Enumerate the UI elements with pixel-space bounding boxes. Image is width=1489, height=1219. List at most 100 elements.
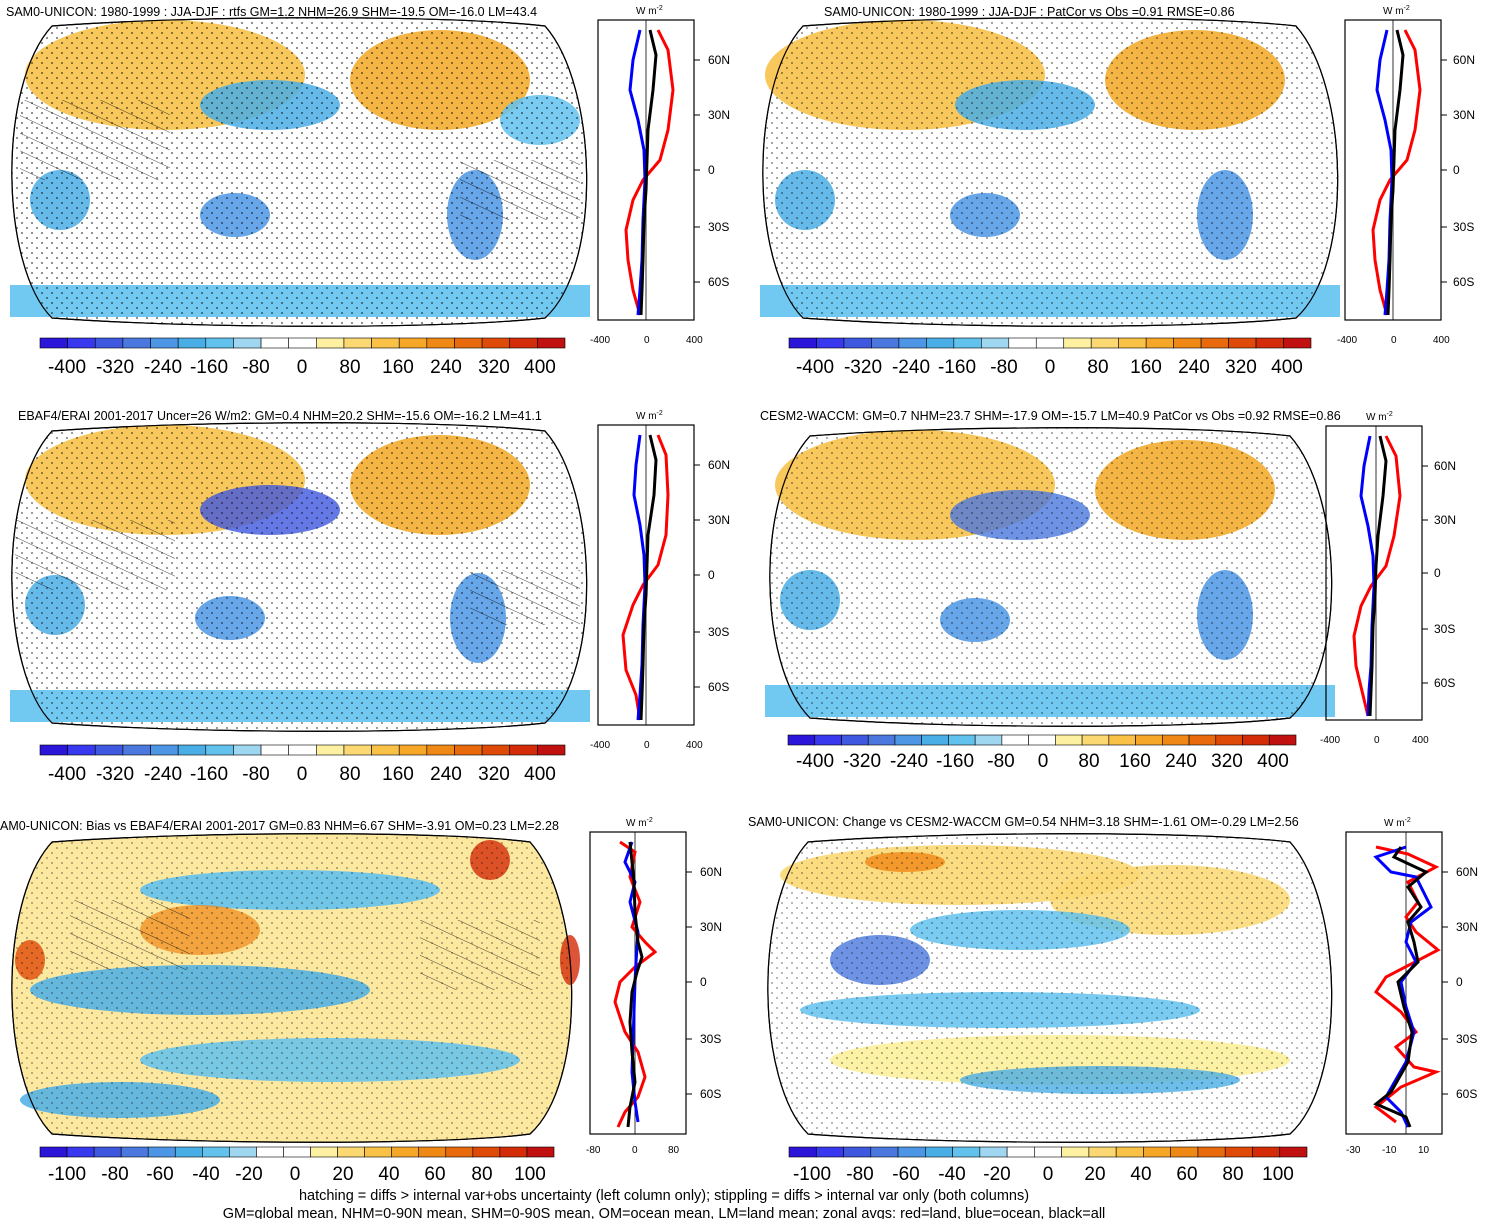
colorbar-label: -40 xyxy=(192,1164,219,1185)
panel-e: AM0-UNICON: Bias vs EBAF4/ERAI 2001-2017… xyxy=(0,817,722,1185)
colorbar-swatch xyxy=(814,734,842,746)
colorbar-swatch xyxy=(898,337,927,349)
colorbar-swatch xyxy=(260,337,289,349)
map-border xyxy=(11,833,573,1143)
colorbar-swatch xyxy=(454,337,483,349)
colorbar-label: -80 xyxy=(101,1164,128,1185)
map-f xyxy=(767,833,1333,1143)
lat-label: 60N xyxy=(708,53,730,67)
map-border xyxy=(767,833,1333,1143)
lat-label: 0 xyxy=(708,568,715,582)
colorbar-swatch xyxy=(371,337,400,349)
panel-d: CESM2-WACCM: GM=0.7 NHM=23.7 SHM=-17.9 O… xyxy=(760,409,1456,772)
colorbar-swatch xyxy=(177,337,207,349)
lat-label: 60N xyxy=(700,865,722,879)
colorbar-swatch xyxy=(843,337,872,349)
zonal-tick-mid: 0 xyxy=(644,335,650,346)
colorbar-swatch xyxy=(871,337,900,349)
colorbar-label: -400 xyxy=(48,764,86,785)
zonal-tick-mid: 0 xyxy=(1374,735,1380,746)
colorbar-swatch xyxy=(1135,734,1163,746)
colorbar-label: 160 xyxy=(1119,751,1151,772)
colorbar-swatch xyxy=(418,1146,447,1158)
units-label: W m-2 xyxy=(1384,817,1411,829)
colorbar-swatch xyxy=(841,734,869,746)
zonal-tick-left: -400 xyxy=(590,740,610,751)
colorbar-swatch xyxy=(1197,1146,1226,1158)
zonal-tick-mid: 0 xyxy=(644,740,650,751)
colorbar-swatch xyxy=(981,337,1010,349)
colorbar-swatch xyxy=(1001,734,1029,746)
lat-label: 0 xyxy=(700,975,707,989)
panel-title: SAM0-UNICON: Change vs CESM2-WACCM GM=0.… xyxy=(748,815,1299,829)
zonal-line-land xyxy=(1373,845,1441,1124)
colorbar-swatch xyxy=(974,734,1003,746)
colorbar-swatch xyxy=(948,734,976,746)
colorbar-swatch xyxy=(843,1146,872,1158)
colorbar-swatch xyxy=(364,1146,392,1158)
colorbar-swatch xyxy=(953,337,982,349)
colorbar-swatch xyxy=(205,337,234,349)
colorbar-label: 0 xyxy=(290,1164,301,1185)
map-border xyxy=(11,17,588,327)
colorbar-label: 40 xyxy=(1130,1164,1151,1185)
colorbar-label: -160 xyxy=(936,751,974,772)
zonal-tick-right: 400 xyxy=(686,740,703,751)
colorbar-label: -20 xyxy=(235,1164,262,1185)
colorbar-swatch xyxy=(867,734,896,746)
zonal-line-land xyxy=(1371,29,1422,316)
colorbar-swatch xyxy=(926,337,955,349)
colorbar-label: 240 xyxy=(1178,357,1210,378)
lat-label: 60S xyxy=(1453,275,1474,289)
colorbar-swatch xyxy=(454,744,483,756)
lat-ticks: 60N 30N 0 30S 60S xyxy=(686,865,722,1101)
colorbar-swatch xyxy=(288,744,317,756)
lat-label: 30S xyxy=(708,220,729,234)
zonal-tick-left: -400 xyxy=(1320,735,1340,746)
colorbar-labels-a: -400 -320 -240 -160 -80 0 80 160 240 320… xyxy=(48,357,556,378)
colorbar-swatch xyxy=(426,744,455,756)
colorbar-label: 80 xyxy=(339,357,360,378)
lat-label: 30N xyxy=(1456,920,1478,934)
panel-title: SAM0-UNICON: 1980-1999 : JJA-DJF : rtfs … xyxy=(6,5,537,19)
colorbar-swatch xyxy=(391,1146,420,1158)
colorbar-label: 20 xyxy=(332,1164,353,1185)
colorbar-label: 320 xyxy=(478,357,510,378)
zonal-line-all xyxy=(639,434,658,721)
colorbar-swatch xyxy=(952,1146,981,1158)
lat-label: 0 xyxy=(1456,975,1463,989)
colorbar-swatch xyxy=(205,744,234,756)
colorbar-swatch xyxy=(788,1146,817,1158)
colorbar-label: 100 xyxy=(514,1164,546,1185)
map-border xyxy=(769,427,1333,727)
colorbar-swatch xyxy=(150,337,179,349)
lat-label: 60S xyxy=(700,1087,721,1101)
map-e xyxy=(11,833,580,1143)
lat-label: 30S xyxy=(700,1032,721,1046)
units-label: W m-2 xyxy=(1366,411,1393,423)
colorbar-swatch xyxy=(343,337,372,349)
lat-label: 30N xyxy=(708,513,730,527)
colorbar-swatch xyxy=(1008,337,1037,349)
lat-label: 30N xyxy=(708,108,730,122)
colorbar-label: -160 xyxy=(938,357,976,378)
zonal-tick-right: 400 xyxy=(1412,735,1429,746)
colorbar-swatch xyxy=(1252,1146,1281,1158)
colorbar-swatch xyxy=(537,337,566,349)
colorbar-label: 0 xyxy=(1045,357,1056,378)
map-a xyxy=(10,17,590,327)
zonal-tick-left: -80 xyxy=(586,1145,601,1156)
units-label: W m-2 xyxy=(636,410,663,422)
lat-label: 60S xyxy=(1434,676,1455,690)
colorbar-swatch xyxy=(147,1146,176,1158)
colorbar-label: 80 xyxy=(1222,1164,1243,1185)
colorbar-swatch xyxy=(174,1146,203,1158)
colorbar-label: -40 xyxy=(938,1164,965,1185)
panel-title: SAM0-UNICON: 1980-1999 : JJA-DJF : PatCo… xyxy=(824,5,1235,19)
panel-f: SAM0-UNICON: Change vs CESM2-WACCM GM=0.… xyxy=(748,815,1478,1185)
colorbar-swatch xyxy=(1279,1146,1308,1158)
colorbar-label: 80 xyxy=(339,764,360,785)
colorbar-swatch xyxy=(1188,734,1217,746)
colorbar-label: 240 xyxy=(1165,751,1197,772)
colorbar-label: -60 xyxy=(146,1164,173,1185)
